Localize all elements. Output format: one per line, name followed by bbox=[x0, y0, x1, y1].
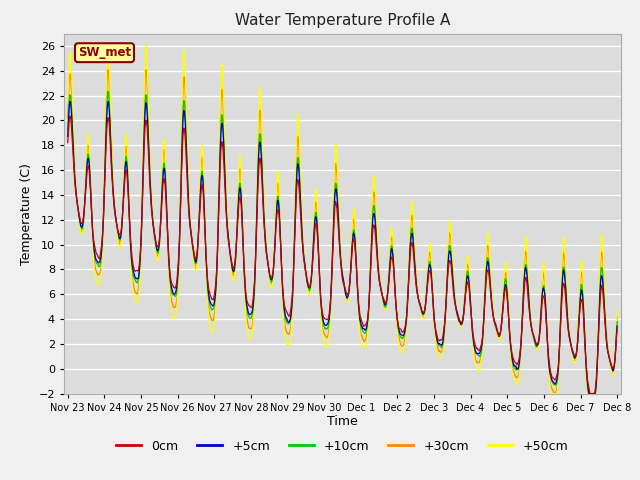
Text: SW_met: SW_met bbox=[78, 46, 131, 59]
Y-axis label: Temperature (C): Temperature (C) bbox=[20, 163, 33, 264]
Title: Water Temperature Profile A: Water Temperature Profile A bbox=[235, 13, 450, 28]
Legend: 0cm, +5cm, +10cm, +30cm, +50cm: 0cm, +5cm, +10cm, +30cm, +50cm bbox=[111, 434, 573, 457]
X-axis label: Time: Time bbox=[327, 415, 358, 429]
